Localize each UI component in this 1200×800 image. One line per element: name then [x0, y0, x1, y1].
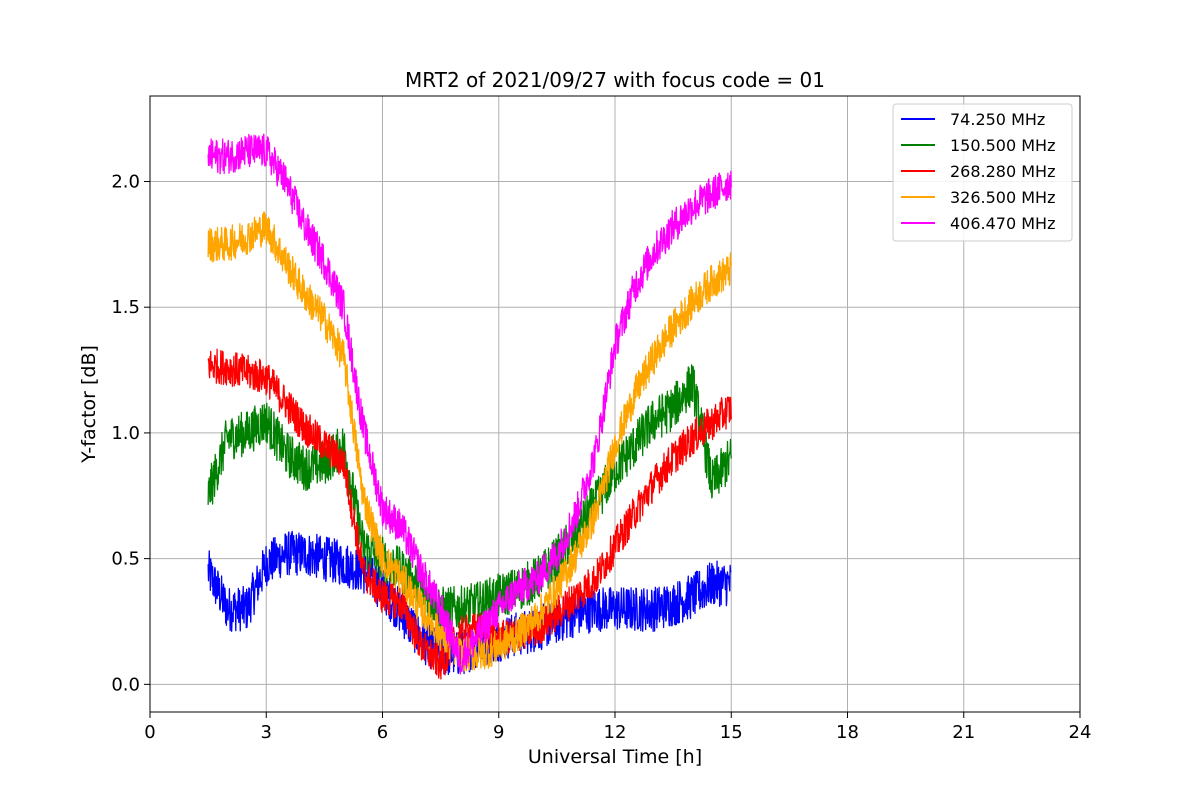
- x-tick-label: 15: [720, 722, 743, 743]
- series-layer: [207, 133, 732, 680]
- legend-label: 406.470 MHz: [950, 214, 1055, 233]
- chart-title: MRT2 of 2021/09/27 with focus code = 01: [405, 68, 825, 92]
- y-axis: 0.0 0.5 1.0 1.5 2.0: [111, 171, 150, 695]
- x-tick-label: 9: [493, 722, 504, 743]
- x-tick-label: 21: [952, 722, 975, 743]
- legend: 74.250 MHz 150.500 MHz 268.280 MHz 326.500 …: [892, 103, 1073, 242]
- series-line-1: [207, 364, 732, 631]
- legend-label: 268.280 MHz: [950, 162, 1055, 181]
- y-tick-label: 2.0: [111, 171, 140, 192]
- series-line-4: [207, 133, 732, 675]
- x-axis: 0 3 6 9 12 15 18 21 24: [144, 712, 1091, 743]
- x-tick-label: 0: [144, 722, 155, 743]
- legend-label: 150.500 MHz: [950, 136, 1055, 155]
- x-tick-label: 18: [836, 722, 859, 743]
- y-tick-label: 0.0: [111, 674, 140, 695]
- x-tick-label: 24: [1069, 722, 1092, 743]
- x-axis-title: Universal Time [h]: [528, 746, 702, 768]
- x-tick-label: 6: [377, 722, 388, 743]
- y-tick-label: 1.0: [111, 423, 140, 444]
- legend-label: 74.250 MHz: [950, 110, 1045, 129]
- y-axis-title: Y-factor [dB]: [78, 345, 100, 464]
- legend-box: [892, 103, 1073, 242]
- y-tick-label: 1.5: [111, 297, 140, 318]
- y-tick-label: 0.5: [111, 549, 140, 570]
- x-tick-label: 12: [604, 722, 627, 743]
- x-tick-label: 3: [261, 722, 272, 743]
- legend-label: 326.500 MHz: [950, 188, 1055, 207]
- series-line-0: [207, 530, 732, 675]
